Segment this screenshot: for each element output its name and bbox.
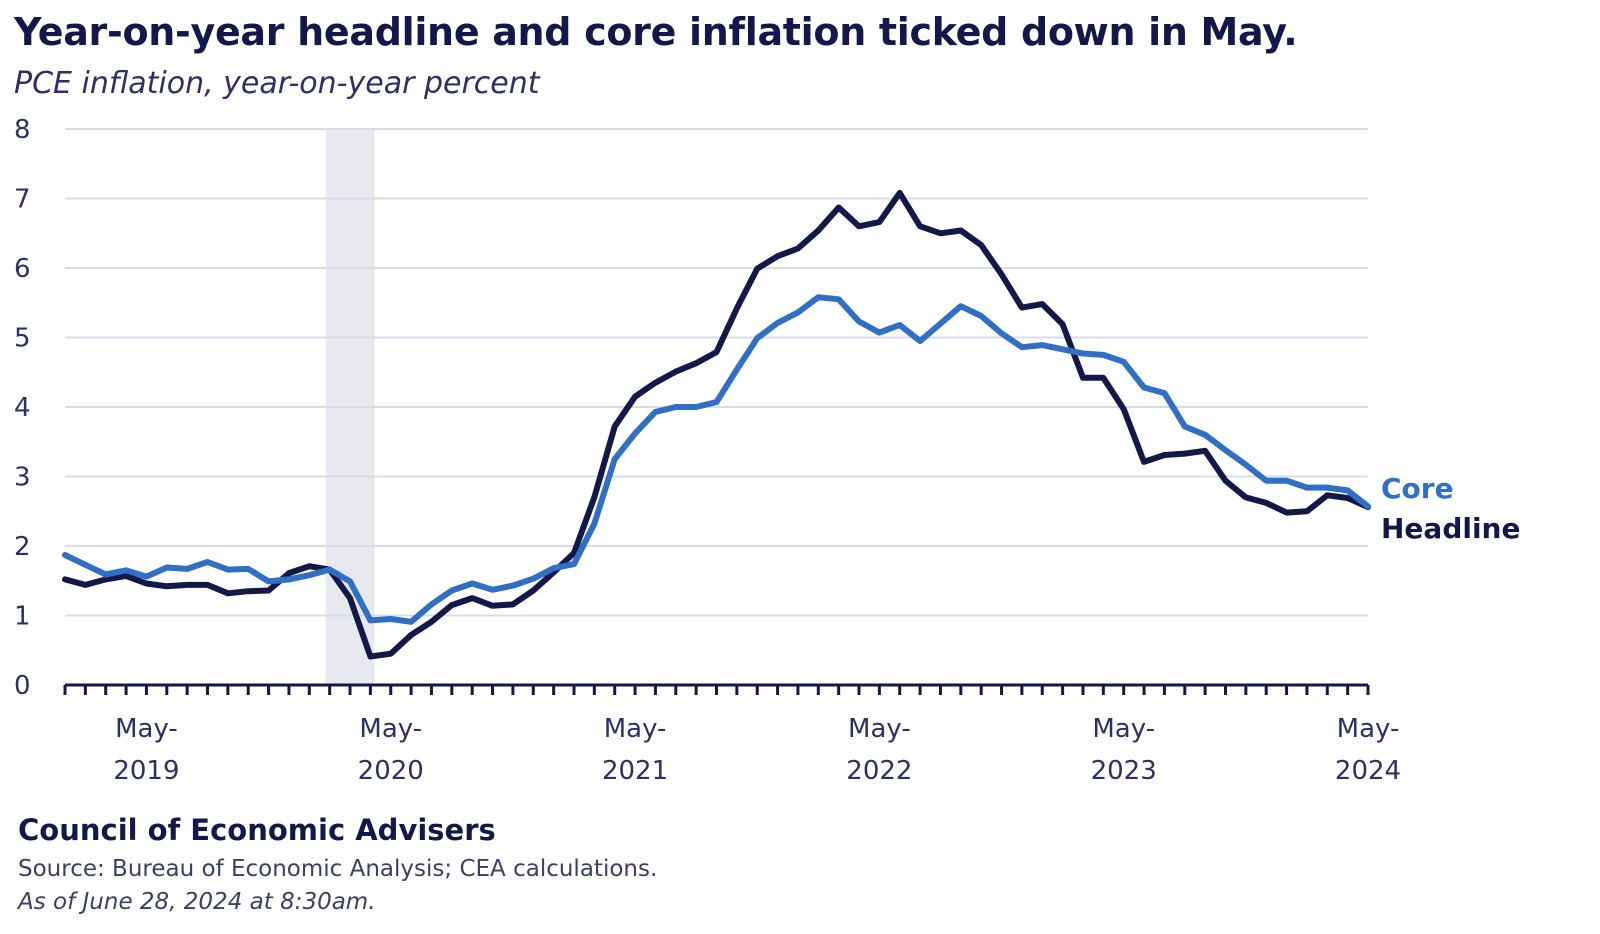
- x-tick-label: May-: [1092, 714, 1155, 744]
- x-tick-label: May-: [1337, 714, 1400, 744]
- source-note: Source: Bureau of Economic Analysis; CEA…: [18, 856, 658, 882]
- x-tick-label: May-: [115, 714, 178, 744]
- as-of-note: As of June 28, 2024 at 8:30am.: [18, 889, 376, 915]
- x-tick-label: 2020: [358, 756, 424, 786]
- x-tick-label: May-: [604, 714, 667, 744]
- series-line-core: [62, 294, 1371, 625]
- y-tick-label: 0: [14, 671, 31, 701]
- series-line-headline: [62, 189, 1371, 660]
- series-label-core: Core: [1381, 472, 1454, 505]
- y-tick-label: 3: [14, 463, 31, 493]
- x-tick-label: 2024: [1335, 756, 1401, 786]
- x-tick-label: May-: [359, 714, 422, 744]
- chart-subtitle: PCE inflation, year-on-year percent: [14, 66, 540, 101]
- x-tick-label: 2023: [1091, 756, 1157, 786]
- line-chart: 0 1 2 3 4 5 6 7 8 May- 2019 May- 2020 May- 2021 May- 202…: [14, 115, 1520, 786]
- y-tick-label: 5: [14, 324, 31, 354]
- y-tick-label: 4: [14, 393, 31, 423]
- series-label-headline: Headline: [1381, 512, 1520, 545]
- org-name: Council of Economic Advisers: [18, 813, 496, 847]
- y-tick-label: 1: [14, 602, 31, 632]
- y-tick-label: 2: [14, 532, 31, 562]
- x-tick-label: 2019: [113, 756, 179, 786]
- y-tick-label: 8: [14, 115, 31, 145]
- chart-title: Year-on-year headline and core inflation…: [14, 10, 1298, 54]
- x-tick-label: 2021: [602, 756, 668, 786]
- y-tick-label: 7: [14, 185, 31, 215]
- x-tick-label: 2022: [846, 756, 912, 786]
- x-tick-label: May-: [848, 714, 911, 744]
- y-tick-label: 6: [14, 254, 31, 284]
